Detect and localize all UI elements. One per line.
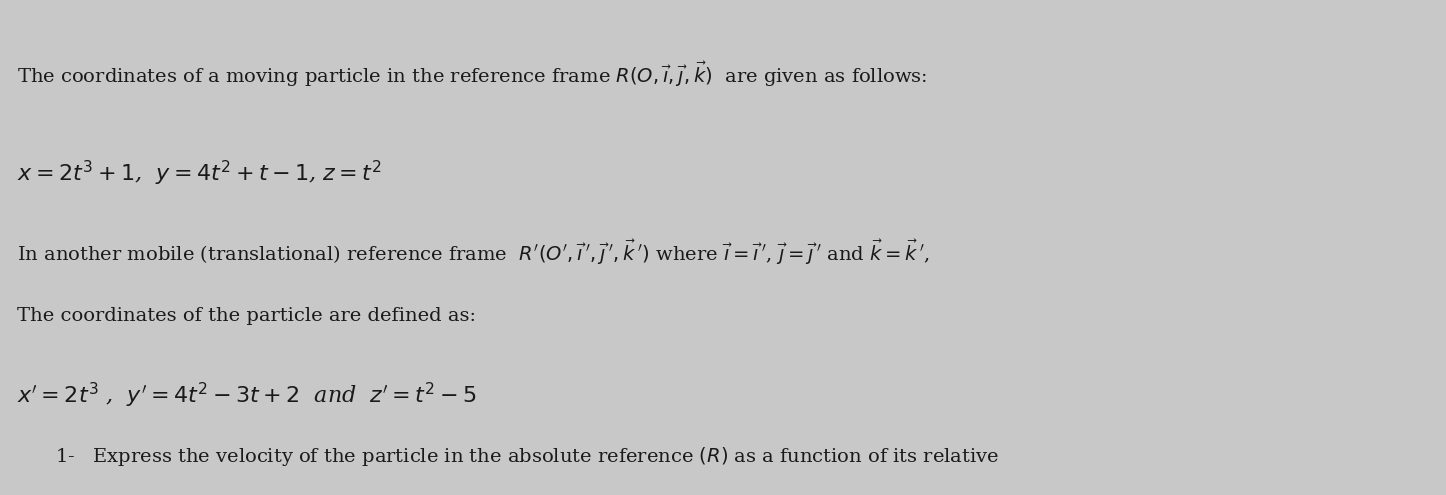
Text: The coordinates of the particle are defined as:: The coordinates of the particle are defi…	[17, 307, 476, 325]
Text: $\mathit{x}' = 2t^3$ ,  $\mathit{y}' = 4t^2-3t+2$  and  $\mathit{z}' = t^2-5$: $\mathit{x}' = 2t^3$ , $\mathit{y}' = 4t…	[17, 381, 477, 410]
Text: 1-   Express the velocity of the particle in the absolute reference $(R)$ as a f: 1- Express the velocity of the particle …	[55, 446, 999, 468]
Text: The coordinates of a moving particle in the reference frame $R(O,\vec{\imath},\v: The coordinates of a moving particle in …	[17, 59, 928, 89]
Text: $\mathit{x} = 2t^3+1$,  $\mathit{y} = 4t^2+t-1$, $\mathit{z} = t^2$: $\mathit{x} = 2t^3+1$, $\mathit{y} = 4t^…	[17, 158, 382, 188]
Text: In another mobile (translational) reference frame  $R'(O',\vec{\imath}\,',\vec{\: In another mobile (translational) refere…	[17, 238, 930, 267]
